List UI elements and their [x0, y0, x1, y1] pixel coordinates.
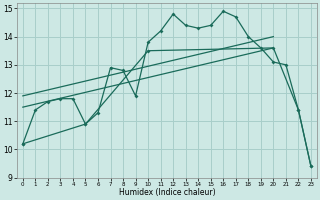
- X-axis label: Humidex (Indice chaleur): Humidex (Indice chaleur): [119, 188, 215, 197]
